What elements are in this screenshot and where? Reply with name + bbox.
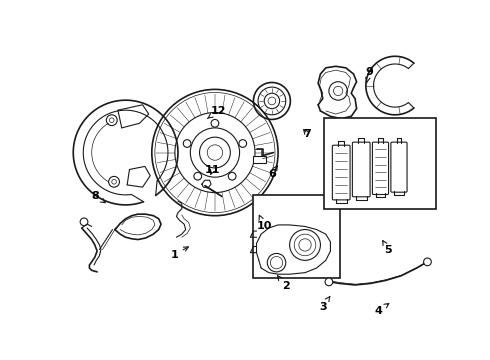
Text: 8: 8	[91, 191, 105, 203]
Text: 10: 10	[257, 215, 272, 231]
Circle shape	[325, 278, 333, 286]
FancyBboxPatch shape	[352, 142, 370, 197]
Polygon shape	[202, 180, 211, 188]
Circle shape	[290, 230, 320, 260]
Circle shape	[268, 253, 286, 272]
Text: 11: 11	[205, 165, 220, 175]
Text: 2: 2	[277, 275, 290, 291]
Text: 1: 1	[170, 247, 188, 260]
Text: 12: 12	[207, 106, 226, 118]
Text: 3: 3	[319, 296, 330, 311]
Text: 9: 9	[365, 67, 373, 83]
Text: 6: 6	[268, 166, 277, 179]
FancyBboxPatch shape	[372, 142, 389, 194]
FancyBboxPatch shape	[332, 145, 350, 200]
Text: 5: 5	[383, 240, 392, 255]
Bar	[324, 118, 436, 209]
Text: 4: 4	[374, 303, 389, 316]
Circle shape	[423, 258, 431, 266]
Text: 7: 7	[303, 129, 311, 139]
Bar	[253, 195, 340, 278]
FancyBboxPatch shape	[391, 142, 407, 192]
Bar	[253, 156, 266, 163]
